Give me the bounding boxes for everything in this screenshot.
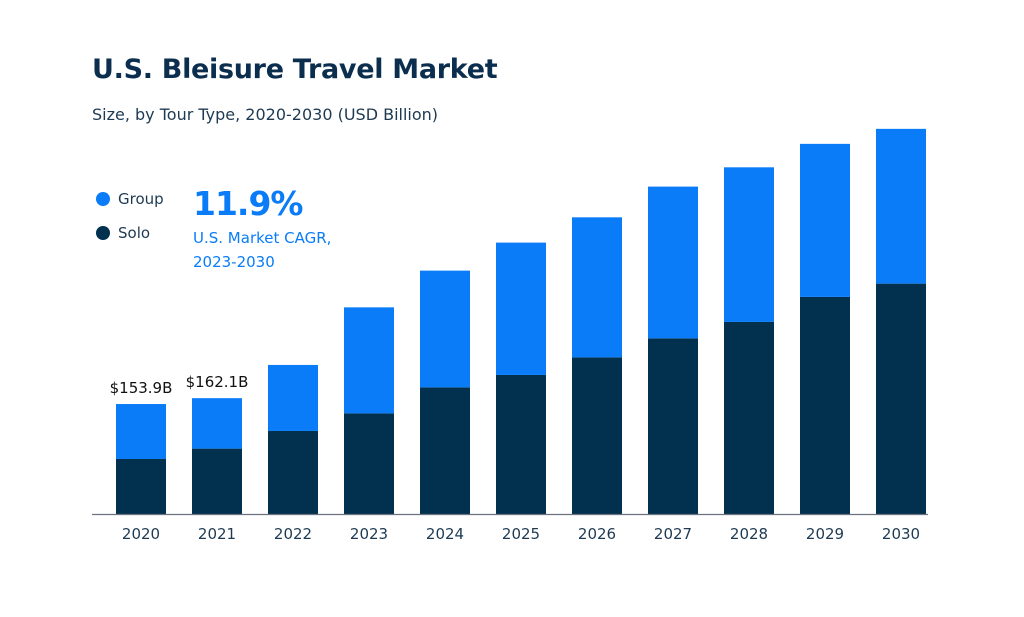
x-tick-label: 2025	[502, 525, 540, 543]
legend-dot-solo-icon	[96, 226, 110, 240]
x-tick-label: 2024	[426, 525, 464, 543]
x-tick-label: 2027	[654, 525, 692, 543]
bar-group-2022	[268, 364, 318, 431]
data-label: $162.1B	[186, 373, 249, 391]
x-tick-label: 2026	[578, 525, 616, 543]
bar-solo-2026	[572, 357, 622, 514]
x-tick-label: 2020	[122, 525, 160, 543]
bar-solo-2022	[268, 430, 318, 514]
bar-group-2025	[496, 242, 546, 375]
bar-group-2026	[572, 217, 622, 358]
bar-group-2020	[116, 404, 166, 459]
bar-solo-2025	[496, 374, 546, 514]
cagr-label-line2: 2023-2030	[193, 253, 275, 271]
cagr-label: U.S. Market CAGR, 2023-2030	[193, 226, 393, 274]
data-label: $153.9B	[110, 379, 173, 397]
bar-group-2021	[192, 398, 242, 449]
legend-dot-group-icon	[96, 192, 110, 206]
x-tick-label: 2021	[198, 525, 236, 543]
chart-subtitle: Size, by Tour Type, 2020-2030 (USD Billi…	[92, 105, 439, 124]
bar-solo-2024	[420, 387, 470, 514]
x-tick-label: 2030	[882, 525, 920, 543]
cagr-label-line1: U.S. Market CAGR,	[193, 229, 332, 247]
bar-solo-2023	[344, 413, 394, 514]
legend-item-solo: Solo	[96, 224, 150, 242]
bar-solo-2029	[800, 296, 850, 514]
legend-label-group: Group	[118, 190, 164, 208]
bar-group-2028	[724, 167, 774, 322]
x-tick-label: 2028	[730, 525, 768, 543]
bar-solo-2027	[648, 338, 698, 514]
x-tick-label: 2022	[274, 525, 312, 543]
bar-solo-2020	[116, 458, 166, 514]
legend-item-group: Group	[96, 190, 164, 208]
legend-label-solo: Solo	[118, 224, 151, 242]
x-tick-label: 2023	[350, 525, 388, 543]
bar-group-2029	[800, 143, 850, 297]
bar-group-2024	[420, 270, 470, 388]
bar-group-2027	[648, 186, 698, 339]
bar-solo-2028	[724, 321, 774, 514]
chart-title: U.S. Bleisure Travel Market	[92, 54, 498, 85]
bar-group-2023	[344, 307, 394, 414]
bar-solo-2021	[192, 448, 242, 514]
bar-solo-2030	[876, 283, 926, 514]
x-tick-label: 2029	[806, 525, 844, 543]
cagr-value: 11.9%	[193, 184, 303, 223]
bar-group-2030	[876, 128, 926, 284]
